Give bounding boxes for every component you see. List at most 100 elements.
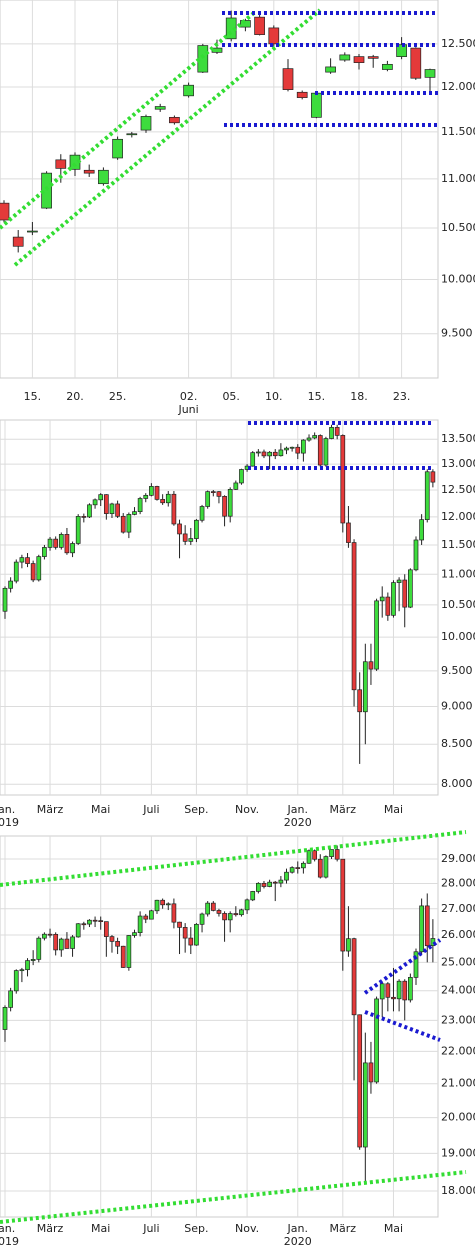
plot-area — [0, 419, 439, 796]
candle-body — [64, 534, 70, 554]
candle-body — [103, 921, 109, 937]
candle-body — [351, 542, 357, 691]
candle-body — [272, 451, 278, 457]
trend-lines — [0, 8, 467, 1224]
candle-body — [239, 909, 244, 916]
candle-body — [58, 534, 64, 548]
candle-body — [317, 858, 323, 878]
y-tick-label: 8.000 — [441, 777, 473, 790]
candle-body — [126, 133, 138, 136]
candle-body — [254, 16, 265, 35]
candle-body — [154, 899, 160, 912]
candle-body — [205, 902, 211, 915]
candle-body — [126, 514, 132, 533]
candle-body — [340, 858, 346, 952]
y-tick-label: 11.500 — [441, 125, 475, 138]
x-tick-label: 23. — [393, 390, 411, 403]
x-group-label: 2019 — [0, 1235, 19, 1248]
candle-body — [379, 983, 385, 1000]
candle-body — [98, 494, 104, 501]
trend-line — [0, 1170, 467, 1224]
candle-body — [55, 159, 67, 169]
candle-body — [8, 580, 13, 589]
candle-body — [137, 498, 143, 512]
candle-body — [233, 482, 239, 490]
plot-area — [0, 835, 439, 1218]
y-tick-label: 11.000 — [441, 172, 475, 185]
candle-body — [385, 983, 391, 998]
y-tick-label: 13.500 — [441, 432, 475, 445]
x-tick-label: 18. — [350, 390, 368, 403]
candle-body — [339, 54, 351, 61]
y-tick-label: 19.000 — [441, 1146, 475, 1159]
candle-body — [317, 435, 323, 466]
y-tick-label: 13.000 — [441, 457, 475, 470]
candle-body — [205, 491, 211, 507]
candle-body — [92, 919, 98, 922]
y-tick-label: 26.000 — [441, 928, 475, 941]
candle-body — [267, 451, 272, 457]
candle-body — [36, 556, 42, 581]
y-tick-label: 12.000 — [441, 510, 475, 523]
y-tick-label: 11.000 — [441, 567, 475, 580]
candle-body — [132, 511, 137, 515]
y-tick-label: 23.000 — [441, 1013, 475, 1026]
candle-body — [143, 915, 149, 920]
candle-body — [296, 91, 308, 98]
candle-body — [374, 600, 379, 670]
y-tick-label: 29.000 — [441, 852, 475, 865]
y-tick-label: 20.000 — [441, 1111, 475, 1124]
candle-body — [410, 47, 422, 79]
candle-body — [81, 923, 87, 926]
candle-body — [233, 913, 239, 916]
candle-body — [227, 913, 233, 921]
candle-body — [42, 547, 47, 557]
candle-body — [58, 938, 64, 951]
x-tick-label: März — [37, 803, 64, 816]
candle-body — [312, 850, 317, 860]
candle-body — [278, 449, 284, 457]
x-tick-label: 25. — [109, 390, 127, 403]
y-tick-label: 10.000 — [441, 630, 475, 643]
candle-body — [87, 919, 92, 925]
candle-body — [81, 516, 87, 518]
candle-body — [75, 923, 81, 938]
candle-body — [329, 849, 334, 857]
candle-body — [47, 538, 53, 548]
candle-body — [382, 63, 393, 70]
candle-body — [8, 990, 13, 1008]
y-tick-label: 21.000 — [441, 1077, 475, 1090]
candle-body — [140, 116, 152, 131]
candle-body — [70, 543, 75, 554]
y-tick-label: 9.500 — [441, 664, 473, 677]
y-tick-label: 12.000 — [441, 80, 475, 93]
candle-body — [149, 486, 154, 496]
candle-body — [256, 451, 261, 454]
candle-body — [227, 489, 233, 517]
candle-body — [267, 881, 272, 887]
candle-body — [357, 1014, 363, 1148]
x-tick-label: 10. — [265, 390, 283, 403]
candle-body — [396, 980, 402, 1000]
candle-body — [374, 998, 379, 1083]
x-tick-label: Nov. — [235, 803, 259, 816]
candle-body — [25, 557, 30, 564]
candle-body — [419, 519, 424, 541]
y-tick-label: 25.000 — [441, 955, 475, 968]
candle-body — [13, 561, 19, 582]
candle-body — [194, 519, 199, 539]
candle-body — [306, 850, 312, 864]
x-tick-label: März — [330, 803, 357, 816]
candle-body — [408, 977, 413, 1001]
candle-body — [424, 905, 430, 947]
candle-body — [199, 913, 205, 925]
candle-body — [430, 471, 436, 483]
candle-body — [25, 960, 30, 971]
x-tick-label: Sep. — [184, 1222, 208, 1235]
trend-line — [0, 10, 257, 230]
x-tick-label: März — [330, 1222, 357, 1235]
candle-body — [391, 996, 396, 1000]
x-tick-label: 15. — [308, 390, 326, 403]
trend-line — [13, 8, 322, 267]
